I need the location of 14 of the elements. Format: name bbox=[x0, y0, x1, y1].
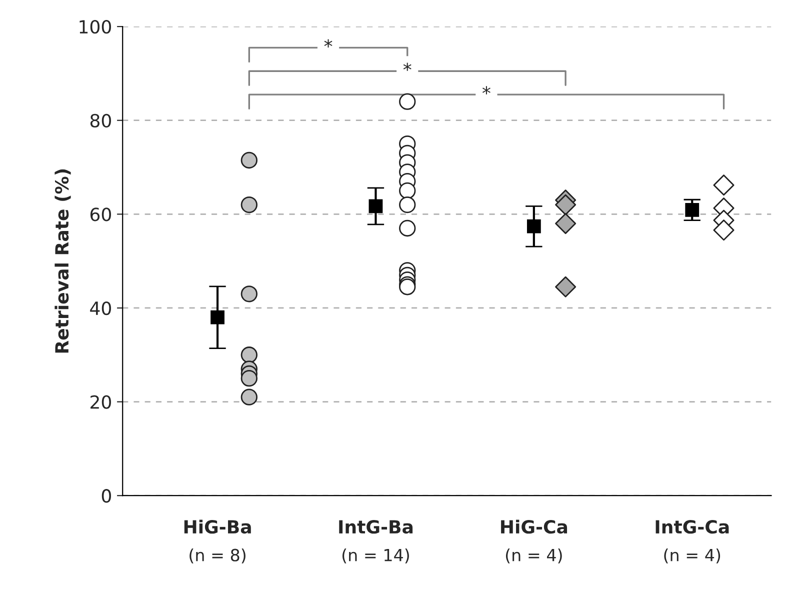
x-tick-label: IntG-Ba (n = 14) bbox=[339, 520, 413, 564]
x-tick-label: HiG-Ba (n = 8) bbox=[184, 520, 251, 564]
y-axis-title: Retrieval Rate (%) bbox=[54, 169, 71, 353]
y-tick-label: 0 bbox=[102, 489, 111, 503]
y-tick-label: 40 bbox=[90, 301, 111, 316]
y-tick-label: 80 bbox=[90, 114, 111, 128]
annotation: * bbox=[403, 62, 412, 71]
annotation: * bbox=[482, 86, 490, 94]
x-tick-label: HiG-Ca (n = 4) bbox=[501, 520, 568, 564]
x-tick-label: IntG-Ca (n = 4) bbox=[656, 520, 729, 564]
y-tick-label: 20 bbox=[90, 395, 111, 409]
y-tick-label: 100 bbox=[80, 20, 111, 34]
y-tick-label: 60 bbox=[90, 208, 111, 222]
annotation: * bbox=[324, 39, 332, 48]
